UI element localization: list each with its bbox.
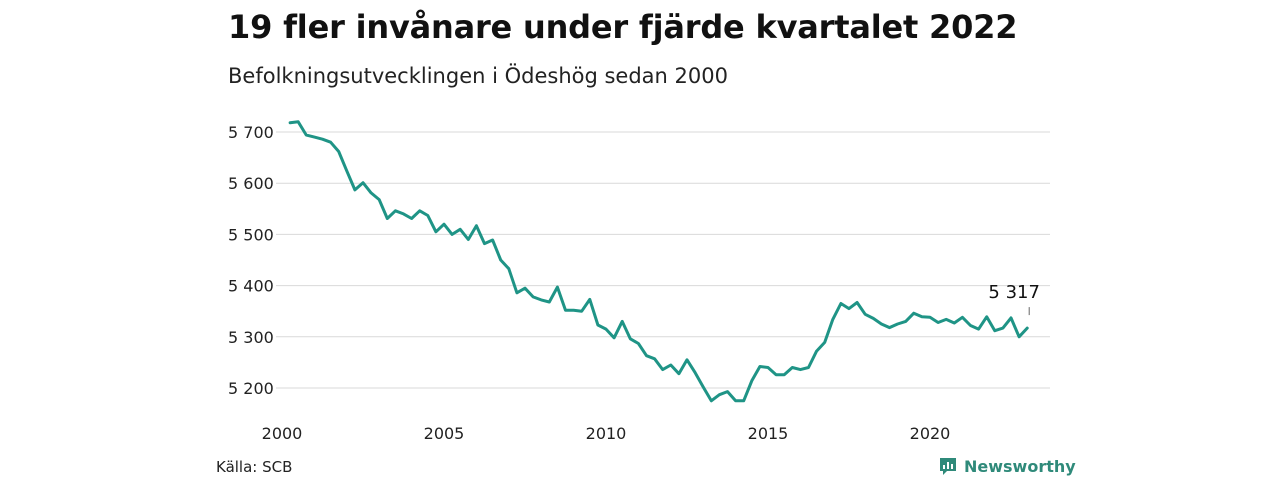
y-tick-label: 5 400 — [228, 277, 274, 296]
y-tick-label: 5 500 — [228, 225, 274, 244]
y-tick-label: 5 300 — [228, 328, 274, 347]
y-tick-label: 5 700 — [228, 123, 274, 142]
x-tick-label: 2000 — [262, 424, 303, 443]
y-tick-label: 5 600 — [228, 174, 274, 193]
x-tick-label: 2005 — [424, 424, 465, 443]
grid-lines — [276, 131, 1050, 389]
last-value-label: 5 317 — [988, 282, 1040, 303]
x-tick-label: 2015 — [748, 424, 789, 443]
brand-name: Newsworthy — [964, 456, 1076, 476]
newsworthy-chart-icon — [940, 458, 956, 475]
chart-title: 19 fler invånare under fjärde kvartalet … — [228, 8, 1018, 46]
series — [288, 120, 1029, 403]
source-note: Källa: SCB — [216, 458, 293, 476]
x-tick-label: 2010 — [586, 424, 627, 443]
annotations: 5 317 — [988, 282, 1040, 316]
y-axis-ticks: 5 200 5 300 5 400 5 500 5 600 5 700 — [228, 123, 274, 398]
x-axis-ticks: 2000 2005 2010 2015 2020 — [262, 424, 951, 443]
series-line — [288, 120, 1029, 403]
y-tick-label: 5 200 — [228, 379, 274, 398]
brand-logo[interactable]: Newsworthy — [938, 456, 1076, 476]
x-tick-label: 2020 — [910, 424, 951, 443]
chart-subtitle: Befolkningsutvecklingen i Ödeshög sedan … — [228, 64, 728, 88]
